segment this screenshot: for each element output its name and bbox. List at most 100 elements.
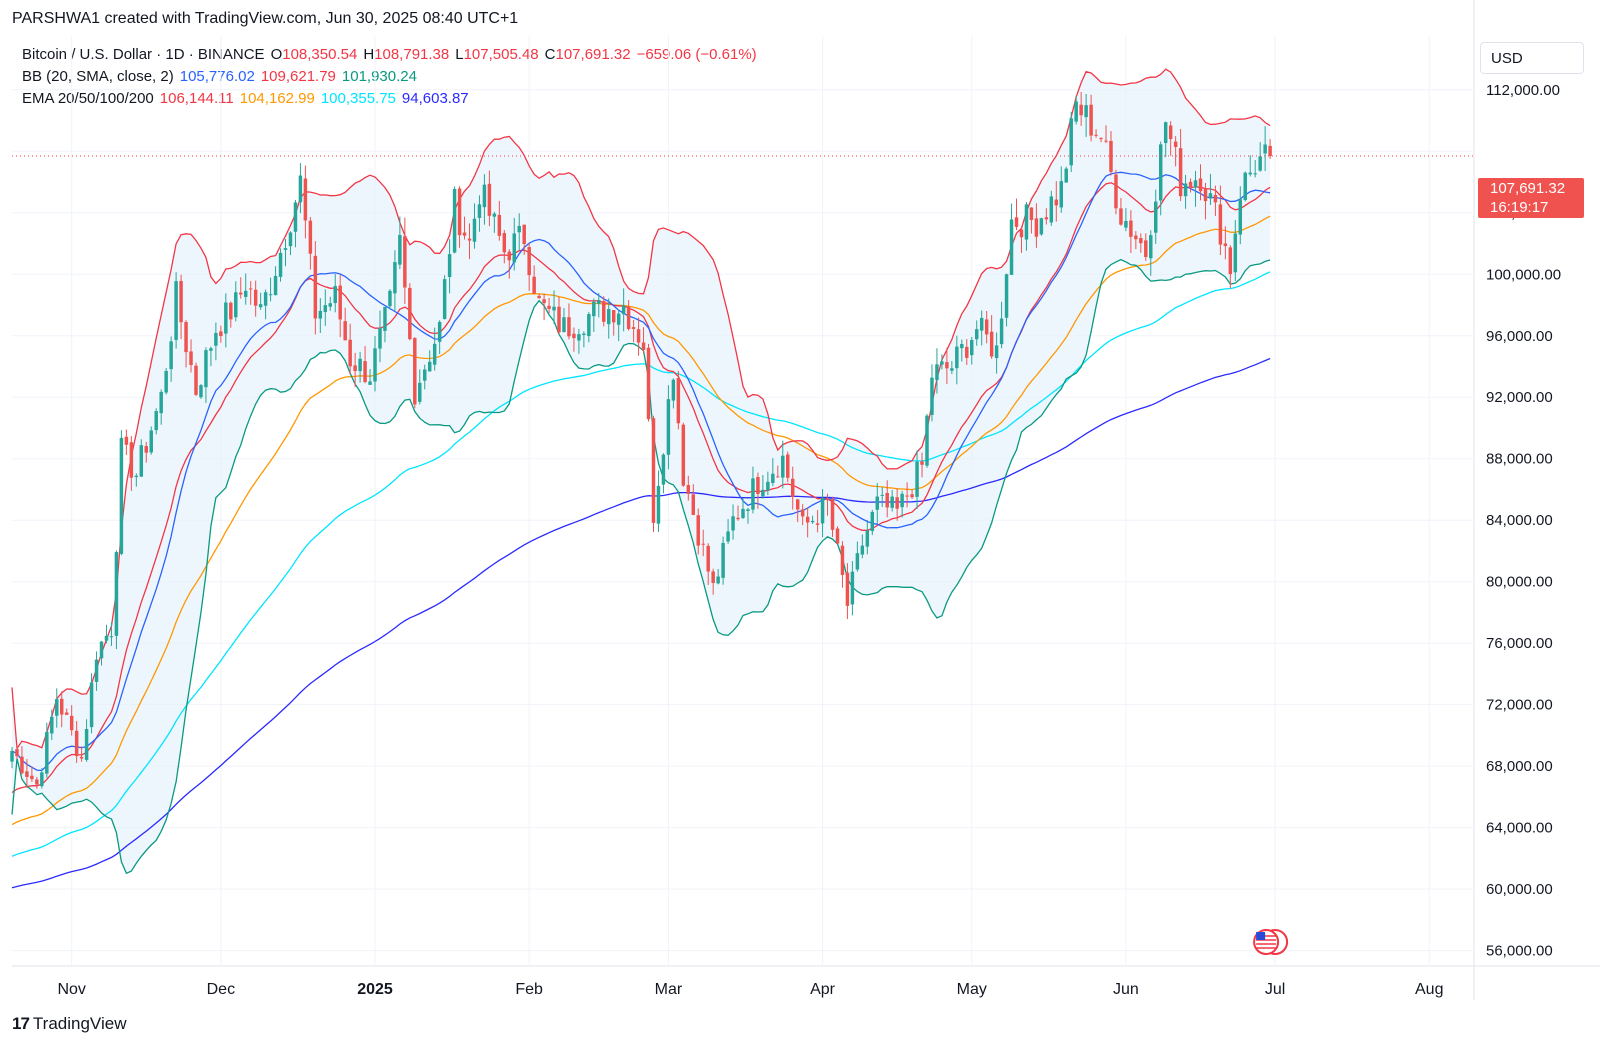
candle-body	[1253, 173, 1257, 175]
candle-body	[313, 255, 318, 319]
candle-body	[368, 381, 372, 385]
chart-attribution: PARSHWA1 created with TradingView.com, J…	[12, 10, 519, 27]
y-tick-label: 88,000.00	[1486, 451, 1553, 468]
candle	[154, 408, 158, 435]
candle	[209, 346, 213, 367]
candle	[432, 327, 437, 371]
candle	[214, 322, 218, 361]
candle-body	[184, 322, 188, 353]
candle	[661, 453, 666, 494]
candle	[1114, 169, 1118, 215]
candle-body	[641, 342, 646, 351]
candle-body	[1218, 204, 1223, 245]
candle	[925, 413, 929, 468]
candle	[945, 347, 949, 385]
candle	[239, 277, 243, 299]
us-flag-icon[interactable]	[1253, 929, 1289, 955]
candle	[184, 320, 188, 368]
x-tick-label: May	[957, 981, 987, 998]
candle-body	[890, 496, 894, 508]
candle-body	[950, 368, 954, 371]
ohlc-close-label: C	[544, 46, 556, 63]
candle	[726, 519, 730, 544]
candle	[631, 319, 636, 343]
candle-body	[820, 498, 825, 524]
bb-lower-value: 101,930.24	[341, 68, 417, 85]
candle	[467, 223, 472, 260]
candle-body	[960, 343, 964, 349]
y-tick-label: 112,000.00	[1486, 82, 1560, 99]
candle-body	[224, 302, 228, 334]
candle	[512, 217, 516, 271]
candle	[243, 273, 248, 305]
candle-body	[552, 306, 556, 311]
tradingview-brand: TradingView	[32, 1014, 127, 1033]
candle-body	[786, 454, 790, 478]
candle-body	[467, 238, 472, 241]
candle-body	[512, 233, 516, 263]
candle	[915, 450, 919, 510]
candle	[681, 422, 686, 487]
price-chart[interactable]: 56,000.00 60,000.00 64,000.00 68,000.00 72,0…	[0, 0, 1600, 1000]
candle	[1173, 136, 1178, 167]
candle-body	[169, 341, 173, 370]
candle-body	[507, 251, 512, 261]
ohlc-low-label: L	[455, 46, 464, 63]
bb-label[interactable]: BB (20, SMA, close, 2)	[22, 68, 174, 85]
price-axis[interactable]: 56,000.00 60,000.00 64,000.00 68,000.00 72,0…	[1486, 82, 1561, 960]
candle	[621, 288, 626, 332]
ema50-line	[11, 215, 1271, 826]
bollinger-band-area	[12, 69, 1271, 874]
candle	[502, 230, 507, 264]
candle	[1198, 164, 1203, 201]
symbol-name[interactable]: Bitcoin / U.S. Dollar · 1D · BINANCE	[22, 46, 265, 63]
candle-body	[1238, 199, 1243, 235]
candle-body	[328, 303, 332, 307]
candle-body	[587, 314, 591, 337]
candle-body	[790, 478, 795, 497]
candle	[1203, 182, 1208, 220]
candle	[124, 429, 129, 456]
candle	[248, 281, 253, 305]
candle	[323, 289, 328, 326]
candle	[487, 170, 492, 227]
candle-body	[830, 499, 835, 530]
candle-body	[1029, 207, 1034, 220]
candle-body	[999, 318, 1004, 345]
candle-body	[477, 204, 482, 218]
candle-body	[94, 659, 99, 682]
candle-body	[646, 347, 651, 420]
tradingview-footer[interactable]: 17 TradingView	[12, 1014, 126, 1034]
last-price-label: 107,691.32 16:19:17	[1478, 178, 1584, 218]
candle	[979, 310, 984, 346]
candle-body	[89, 682, 94, 728]
candle-body	[1094, 134, 1098, 136]
candle-body	[134, 475, 139, 478]
candle	[457, 186, 462, 248]
candle-body	[497, 214, 502, 236]
candle	[288, 231, 293, 256]
candle	[860, 534, 865, 559]
candle-body	[423, 369, 427, 381]
candle	[626, 300, 631, 331]
candle	[696, 508, 700, 555]
candle	[1059, 166, 1063, 213]
candle	[194, 362, 198, 397]
candle-body	[15, 749, 19, 757]
candle-body	[1248, 172, 1252, 175]
candle-body	[229, 302, 233, 320]
ohlc-close: 107,691.32	[555, 46, 631, 63]
ema100-value: 100,355.75	[320, 90, 396, 107]
candle	[114, 550, 119, 650]
currency-selector[interactable]: USD	[1480, 42, 1584, 74]
candle	[592, 298, 596, 332]
candle-body	[45, 731, 49, 774]
ema50-value: 104,162.99	[239, 90, 315, 107]
candle	[890, 489, 894, 512]
time-axis[interactable]: Nov Dec 2025 Feb Mar Apr May Jun Jul Aug	[57, 981, 1443, 998]
ema-label[interactable]: EMA 20/50/100/200	[22, 90, 154, 107]
candle	[144, 441, 149, 463]
ema20-value: 106,144.11	[159, 90, 234, 107]
candle-body	[517, 225, 521, 233]
candle-body	[751, 478, 755, 510]
